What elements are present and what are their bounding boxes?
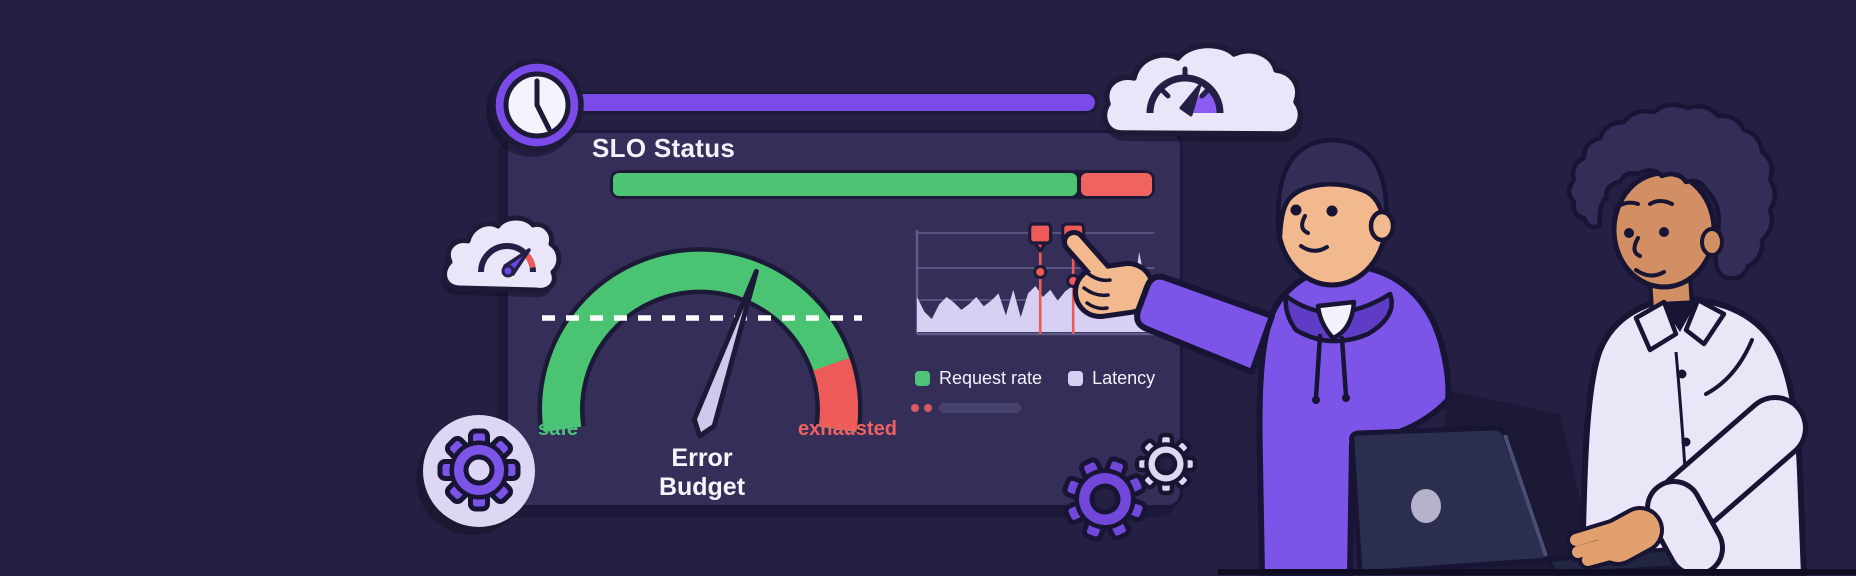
alert-pin-tail <box>1033 241 1047 253</box>
pointing-hand <box>1062 230 1155 319</box>
cloud-speedometer-small-icon <box>441 215 562 298</box>
progress-green <box>613 173 1078 196</box>
gauge-safe-label: safe <box>538 418 579 440</box>
mini-meter-dots <box>911 404 932 412</box>
gauge-exhausted-label: exhausted <box>798 418 897 440</box>
latency-swatch <box>1068 371 1084 386</box>
eye <box>1290 204 1302 216</box>
legend-label: Request rate <box>939 368 1043 388</box>
alert-dot <box>1033 265 1048 279</box>
mini-dot <box>911 404 919 412</box>
gauge-needle <box>691 268 759 439</box>
progress-red <box>1081 173 1152 196</box>
gear-icon <box>1062 432 1198 542</box>
eye <box>1326 205 1338 217</box>
legend-item-request-rate: Request rate <box>915 368 1042 389</box>
arm-sleeve <box>1134 273 1275 375</box>
laptop-lid <box>1349 425 1551 576</box>
gauge-title: Error Budget <box>658 444 746 501</box>
gear-icon <box>437 428 521 512</box>
mini-dot <box>924 404 932 412</box>
slo-progress-bar <box>610 170 1155 199</box>
person-pointing <box>1062 137 1452 576</box>
request-rate-swatch <box>915 371 930 386</box>
panel-title: SLO Status <box>592 133 736 163</box>
hair <box>1566 102 1778 281</box>
typing-hand <box>1566 395 1808 576</box>
eye <box>1624 228 1634 238</box>
legend-item-latency: Latency <box>1068 368 1155 389</box>
cloud-speedometer-icon <box>1101 42 1304 142</box>
chart-legend: Request rate Latency <box>915 368 1155 389</box>
gauge-safe-arc <box>542 251 858 432</box>
error-budget-gauge <box>537 247 863 439</box>
legend-label: Latency <box>1092 368 1156 388</box>
clock-icon <box>486 58 584 157</box>
laptop-logo <box>1411 489 1441 523</box>
mini-meter-bar <box>939 403 1021 413</box>
eye <box>1659 227 1669 237</box>
